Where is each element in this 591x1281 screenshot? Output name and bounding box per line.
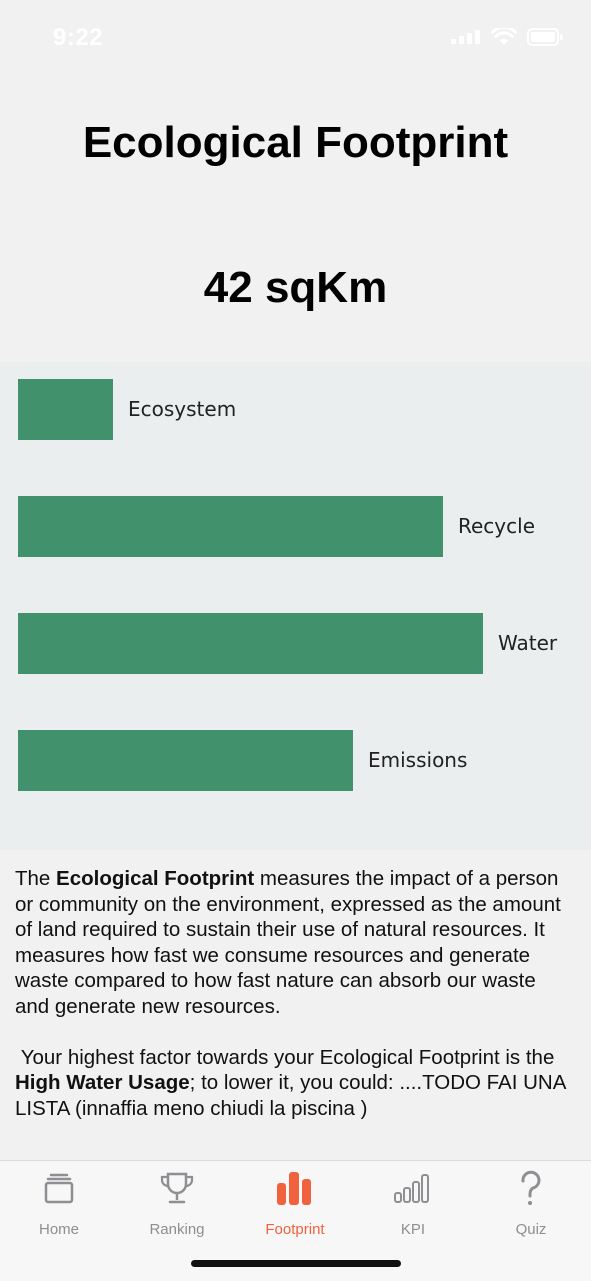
question-icon bbox=[521, 1170, 541, 1205]
signal-icon bbox=[451, 30, 480, 44]
battery-icon bbox=[527, 28, 563, 46]
tab-label-ranking: Ranking bbox=[149, 1221, 205, 1238]
status-icons bbox=[451, 28, 563, 46]
description-paragraph-2: Your highest factor towards your Ecologi… bbox=[15, 1045, 575, 1122]
desc-p1-prefix: The bbox=[15, 867, 57, 890]
tab-footprint[interactable]: Footprint bbox=[236, 1169, 354, 1249]
footprint-icon bbox=[277, 1172, 311, 1205]
tab-quiz[interactable]: Quiz bbox=[472, 1169, 590, 1249]
tab-home[interactable]: Home bbox=[0, 1169, 118, 1249]
bar-emissions bbox=[18, 730, 353, 791]
tab-label-kpi: KPI bbox=[400, 1221, 426, 1238]
tab-label-footprint: Footprint bbox=[265, 1221, 325, 1238]
desc-p1-rest: measures the impact of a person or commu… bbox=[15, 867, 561, 1018]
bar-label-emissions: Emissions bbox=[368, 748, 468, 772]
desc-p2-bold: High Water Usage bbox=[15, 1071, 190, 1094]
bar-label-recycle: Recycle bbox=[458, 514, 535, 538]
page-title: Ecological Footprint bbox=[82, 118, 509, 167]
tab-label-home: Home bbox=[38, 1221, 79, 1238]
home-icon bbox=[44, 1173, 74, 1204]
footprint-bar-chart: Ecosystem Recycle Water Emissions bbox=[0, 362, 591, 850]
desc-p2-rest: ; to lower it, you could: ....TODO FAI U… bbox=[15, 1071, 566, 1120]
footprint-value: 42 sqKm bbox=[203, 263, 388, 312]
description-text: The Ecological Footprint measures the im… bbox=[15, 866, 575, 1121]
kpi-icon bbox=[394, 1174, 429, 1203]
trophy-icon bbox=[160, 1172, 194, 1204]
tab-kpi[interactable]: KPI bbox=[354, 1169, 472, 1249]
tab-ranking[interactable]: Ranking bbox=[118, 1169, 236, 1249]
status-time: 9:22 bbox=[53, 24, 104, 51]
desc-p2-prefix: Your highest factor towards your Ecologi… bbox=[15, 1045, 561, 1069]
description-paragraph-1: The Ecological Footprint measures the im… bbox=[15, 866, 575, 1019]
wifi-icon bbox=[491, 28, 517, 45]
bar-water bbox=[18, 613, 483, 674]
bar-ecosystem bbox=[18, 379, 113, 440]
tab-label-quiz: Quiz bbox=[515, 1221, 547, 1238]
home-indicator bbox=[191, 1260, 401, 1267]
bar-label-water: Water bbox=[498, 631, 558, 655]
desc-p1-bold: Ecological Footprint bbox=[56, 867, 255, 890]
status-bar: 9:22 bbox=[0, 0, 591, 76]
bar-recycle bbox=[18, 496, 443, 557]
bar-label-ecosystem: Ecosystem bbox=[128, 397, 237, 421]
